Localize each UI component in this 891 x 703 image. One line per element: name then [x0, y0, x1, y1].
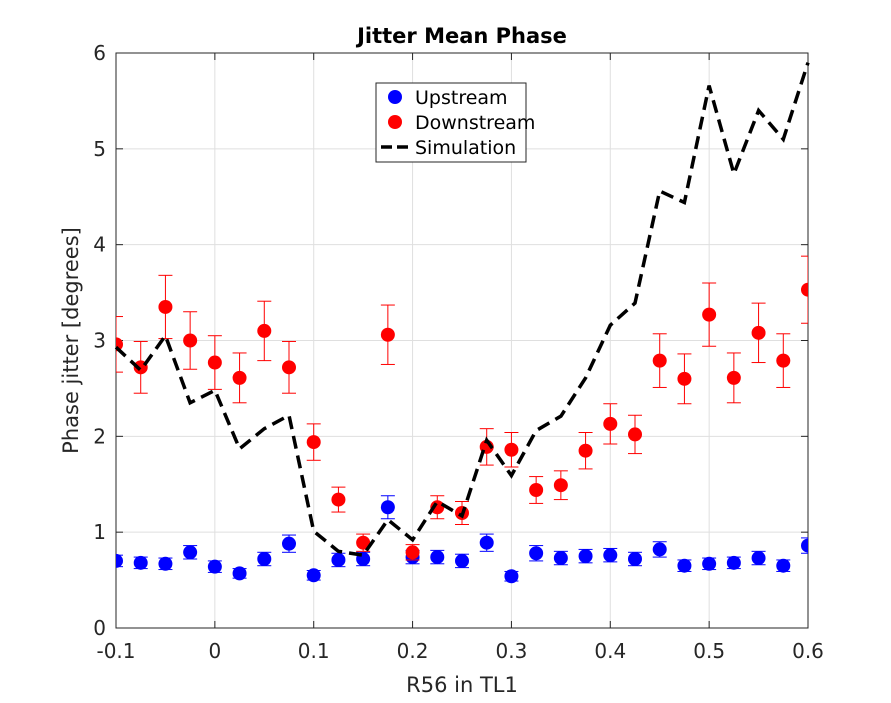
upstream-point [801, 538, 808, 553]
downstream-point [751, 325, 766, 340]
upstream-point [578, 549, 593, 564]
downstream-point [282, 360, 296, 375]
legend-downstream-swatch [388, 115, 402, 129]
upstream-point [479, 535, 494, 550]
upstream-point [553, 551, 568, 566]
downstream-point [553, 478, 568, 493]
simulation-line [114, 62, 810, 558]
legend-upstream-swatch [388, 90, 402, 104]
downstream-point [232, 370, 247, 385]
upstream-point [776, 558, 791, 573]
series-simulation [114, 62, 810, 558]
legend-upstream-label: Upstream [415, 87, 508, 109]
downstream-point [257, 323, 272, 338]
downstream-point [380, 327, 395, 342]
legend-simulation-label: Simulation [415, 137, 516, 159]
upstream-point [331, 552, 346, 567]
x-tick-label: 0.3 [496, 639, 528, 663]
downstream-point [356, 535, 371, 550]
y-tick-label: 5 [93, 137, 106, 161]
upstream-point [751, 551, 766, 566]
upstream-error-bar [801, 537, 808, 554]
upstream-point [183, 545, 198, 560]
downstream-point [603, 416, 618, 431]
downstream-point [801, 282, 808, 297]
x-tick-label: 0.5 [693, 639, 725, 663]
upstream-error-bar [116, 554, 123, 568]
upstream-point [628, 552, 642, 566]
upstream-point [158, 556, 173, 571]
upstream-point [430, 550, 445, 565]
upstream-point [504, 569, 519, 584]
upstream-point [232, 566, 247, 581]
x-tick-label: 0.4 [594, 639, 626, 663]
x-tick-label: -0.1 [96, 639, 135, 663]
upstream-point [133, 555, 148, 570]
x-tick-label: 0.6 [792, 639, 824, 663]
downstream-point [726, 370, 741, 385]
upstream-point [116, 553, 123, 568]
x-tick-label: 0.1 [298, 639, 330, 663]
x-tick-label: 0.2 [397, 639, 429, 663]
downstream-point [776, 353, 791, 368]
x-axis-label: R56 in TL1 [406, 673, 518, 697]
y-axis-label: Phase jitter [degrees] [59, 227, 83, 454]
y-tick-label: 2 [93, 424, 106, 448]
downstream-point [529, 483, 544, 497]
downstream-error-bar [801, 255, 808, 324]
downstream-point [207, 355, 222, 370]
chart-title: Jitter Mean Phase [355, 24, 567, 48]
legend: Upstream Downstream Simulation [375, 82, 535, 163]
upstream-point [652, 542, 667, 557]
downstream-point [677, 371, 692, 386]
y-tick-label: 4 [93, 233, 106, 257]
upstream-point [677, 558, 692, 573]
downstream-point [504, 442, 519, 457]
downstream-point [652, 353, 667, 368]
downstream-point [331, 492, 346, 507]
x-tick-label: 0 [208, 639, 221, 663]
y-tick-label: 0 [93, 616, 106, 640]
series-layer [114, 62, 810, 584]
downstream-point [628, 427, 642, 442]
upstream-point [306, 568, 321, 583]
downstream-error-bar [116, 316, 123, 373]
upstream-point [529, 546, 544, 561]
downstream-point [306, 435, 321, 450]
y-tick-label: 1 [93, 520, 106, 544]
upstream-point [726, 555, 741, 570]
legend-downstream-label: Downstream [415, 112, 535, 134]
downstream-point [702, 307, 717, 322]
upstream-point [603, 548, 618, 563]
downstream-point [405, 545, 420, 560]
downstream-point [158, 299, 173, 314]
upstream-point [282, 536, 296, 551]
downstream-point [578, 443, 593, 458]
downstream-point [183, 333, 198, 348]
y-tick-label: 6 [93, 41, 106, 65]
upstream-point [455, 553, 469, 568]
upstream-point [207, 559, 222, 574]
upstream-point [380, 500, 395, 515]
y-tick-label: 3 [93, 329, 106, 353]
upstream-point [702, 556, 717, 571]
upstream-point [257, 552, 272, 566]
